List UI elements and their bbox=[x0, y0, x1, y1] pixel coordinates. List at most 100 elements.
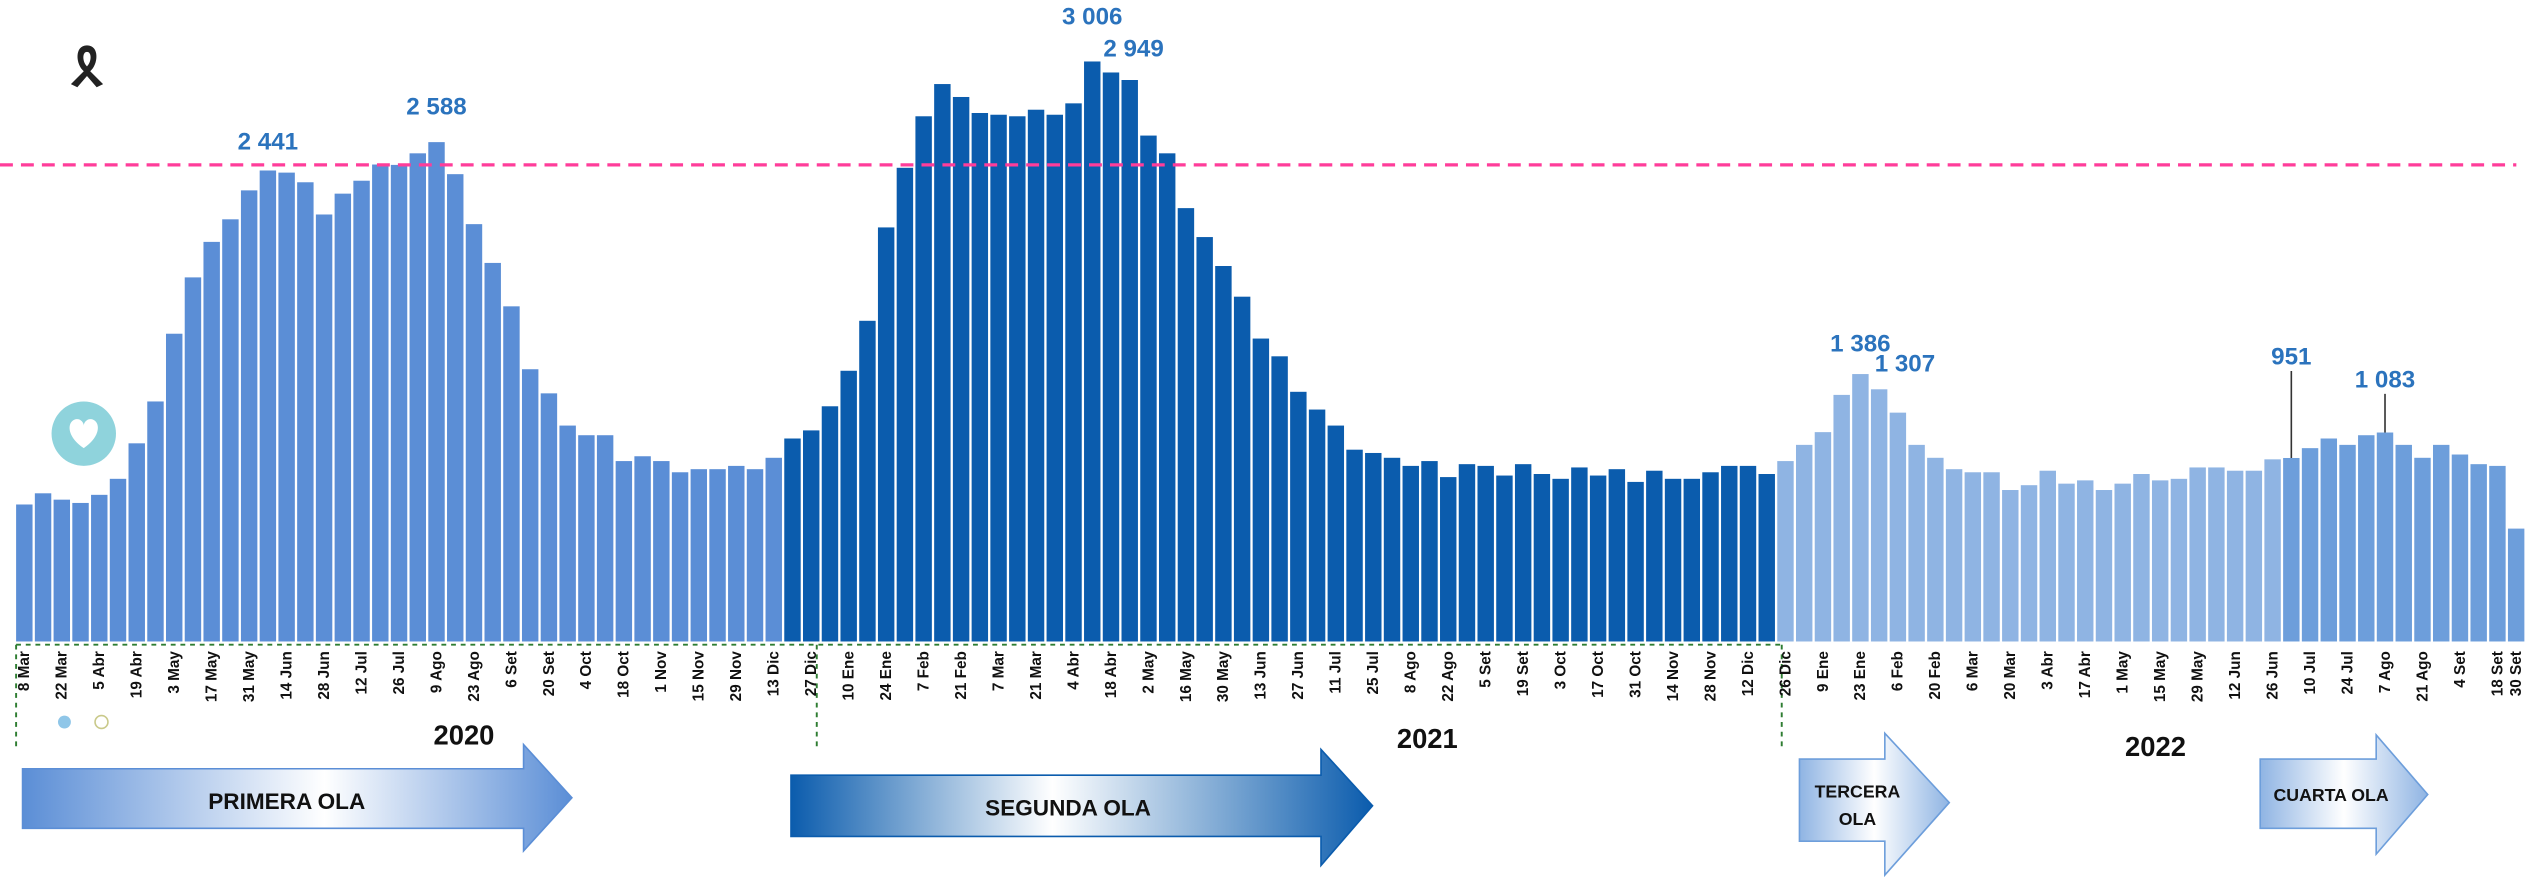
bar bbox=[16, 504, 33, 642]
bar bbox=[559, 425, 576, 642]
x-tick-label: 6 Feb bbox=[1890, 651, 1907, 691]
bar bbox=[2432, 444, 2450, 642]
bar bbox=[2020, 485, 2038, 642]
bar bbox=[2114, 483, 2131, 642]
bar bbox=[690, 469, 708, 642]
bar bbox=[2376, 432, 2394, 642]
bar bbox=[1477, 465, 1494, 642]
x-tick-label: 6 Set bbox=[503, 651, 520, 688]
bar bbox=[1608, 469, 1626, 642]
bar bbox=[934, 84, 951, 642]
x-tick-label: 28 Nov bbox=[1702, 651, 1719, 702]
bar bbox=[1271, 356, 1288, 642]
x-tick-label: 25 Jul bbox=[1365, 651, 1382, 694]
bar bbox=[1346, 449, 1363, 642]
bar bbox=[1290, 391, 1307, 642]
bar bbox=[1140, 135, 1157, 642]
x-tick-label: 20 Mar bbox=[2002, 651, 2019, 700]
x-tick-label: 3 Abr bbox=[2040, 651, 2057, 690]
x-tick-label: 10 Ene bbox=[841, 651, 858, 700]
x-tick-label: 18 Oct bbox=[616, 651, 633, 698]
bar bbox=[821, 406, 839, 642]
bar bbox=[2151, 480, 2169, 642]
bar bbox=[1814, 432, 1832, 642]
bar bbox=[877, 227, 895, 642]
x-tick-label: 3 May bbox=[166, 651, 183, 694]
bar bbox=[484, 262, 501, 642]
bar bbox=[1702, 472, 1719, 642]
x-tick-label: 29 May bbox=[2189, 651, 2206, 703]
bar bbox=[315, 214, 333, 642]
x-tick-label: 24 Jul bbox=[2339, 651, 2356, 694]
x-tick-label: 28 Jun bbox=[316, 651, 333, 699]
bar bbox=[2058, 483, 2075, 642]
bar bbox=[1927, 457, 1944, 642]
x-tick-label: 11 Jul bbox=[1328, 651, 1345, 694]
bar bbox=[53, 499, 71, 642]
bar bbox=[353, 180, 370, 642]
bar bbox=[1627, 481, 1644, 642]
bar bbox=[1121, 80, 1138, 642]
bar bbox=[2451, 454, 2469, 642]
year-label: 2022 bbox=[2125, 731, 2186, 762]
x-tick-label: 22 Ago bbox=[1440, 651, 1457, 701]
bar bbox=[1027, 109, 1045, 642]
bar bbox=[240, 190, 258, 642]
bar bbox=[578, 435, 595, 642]
bar bbox=[2095, 490, 2113, 642]
bar bbox=[2301, 448, 2319, 642]
bar bbox=[1945, 469, 1963, 642]
value-label: 3 006 bbox=[1062, 3, 1122, 30]
x-tick-label: 12 Jun bbox=[2227, 651, 2244, 699]
x-tick-label: 14 Nov bbox=[1665, 651, 1682, 702]
x-tick-label: 12 Jul bbox=[353, 651, 370, 694]
bar bbox=[2039, 470, 2056, 642]
bar bbox=[1458, 464, 1476, 642]
bar bbox=[334, 193, 352, 642]
x-tick-label: 23 Ene bbox=[1852, 651, 1869, 700]
value-label: 1 307 bbox=[1875, 351, 1935, 378]
bar bbox=[2189, 467, 2206, 642]
ribbon-icon bbox=[70, 45, 104, 88]
bar bbox=[1421, 461, 1438, 642]
bar bbox=[2470, 464, 2487, 642]
bar bbox=[2339, 444, 2356, 642]
x-tick-label: 27 Jun bbox=[1290, 651, 1307, 699]
bar bbox=[128, 443, 145, 642]
bar bbox=[2245, 470, 2263, 642]
bar bbox=[1589, 475, 1607, 642]
bar bbox=[1870, 389, 1888, 642]
bar bbox=[1383, 457, 1401, 642]
bar bbox=[990, 114, 1007, 642]
bar bbox=[634, 456, 651, 642]
x-tick-label: 30 Set bbox=[2508, 651, 2525, 696]
bar bbox=[447, 174, 464, 642]
bar bbox=[952, 96, 970, 642]
x-tick-label: 12 Dic bbox=[1740, 651, 1757, 697]
period-dividers bbox=[15, 643, 1785, 750]
bar bbox=[915, 116, 932, 642]
bar bbox=[2320, 438, 2338, 642]
bar bbox=[1215, 266, 1232, 642]
bar bbox=[859, 320, 876, 642]
x-tick-label: 9 Ene bbox=[1815, 651, 1832, 692]
value-label: 2 441 bbox=[238, 129, 298, 156]
bar bbox=[896, 167, 914, 642]
bar bbox=[1646, 470, 1663, 642]
x-tick-label: 4 Oct bbox=[578, 651, 595, 689]
bar bbox=[1683, 478, 1701, 642]
x-tick-label: 24 Ene bbox=[878, 651, 895, 700]
x-tick-label: 23 Ago bbox=[466, 651, 483, 701]
bar bbox=[34, 493, 52, 642]
bar bbox=[2414, 457, 2431, 642]
bar bbox=[428, 142, 445, 642]
bar bbox=[728, 465, 745, 642]
bar bbox=[1983, 472, 2000, 642]
x-tick-label: 26 Dic bbox=[1777, 651, 1794, 697]
x-tick-label: 18 Set bbox=[2489, 651, 2506, 696]
heart-icon bbox=[51, 401, 116, 730]
bar bbox=[1308, 409, 1326, 642]
x-tick-label: 20 Set bbox=[541, 651, 558, 696]
x-tick-label: 8 Ago bbox=[1403, 651, 1420, 693]
